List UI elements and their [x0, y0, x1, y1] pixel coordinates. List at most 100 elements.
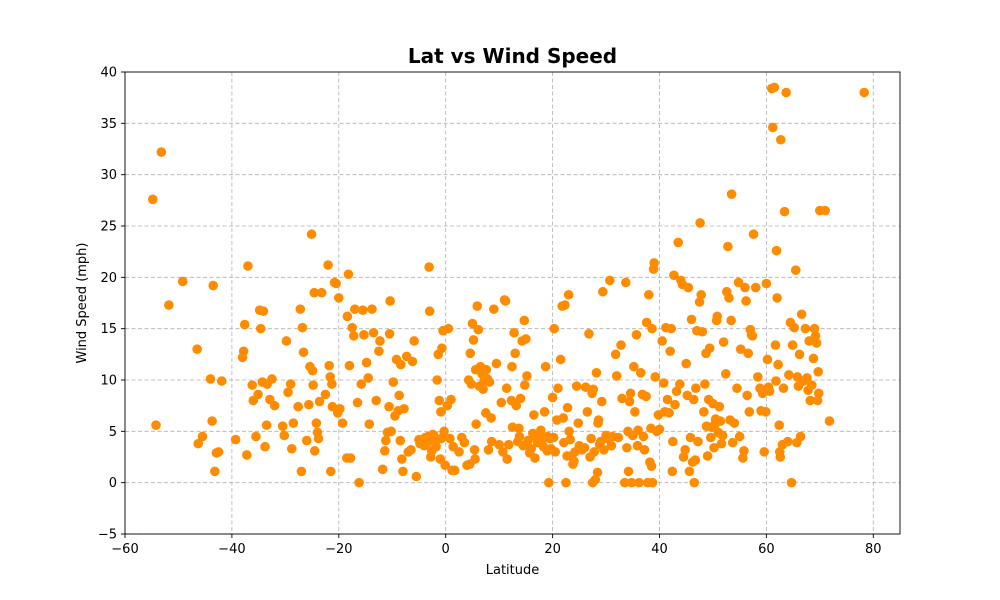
data-point [286, 443, 297, 454]
data-point [697, 326, 708, 337]
data-point [459, 437, 470, 448]
data-point [690, 455, 701, 465]
data-point [295, 304, 306, 314]
data-point [239, 319, 250, 330]
data-point [680, 445, 690, 455]
data-point [634, 477, 644, 488]
data-point [509, 327, 519, 338]
data-point [491, 358, 502, 369]
data-point [285, 379, 296, 389]
data-point [781, 87, 791, 98]
data-point [398, 466, 408, 477]
data-point [465, 348, 476, 359]
data-point [776, 134, 786, 145]
data-point [744, 407, 755, 417]
data-point [724, 293, 734, 303]
data-point [786, 477, 797, 488]
data-point [669, 270, 679, 281]
data-point [693, 436, 703, 447]
data-point [589, 447, 600, 457]
data-point [209, 466, 220, 477]
data-point [384, 329, 395, 339]
data-point [243, 261, 253, 271]
data-point [514, 431, 525, 442]
data-point [311, 418, 322, 428]
data-point [197, 431, 208, 442]
data-point [503, 439, 514, 450]
data-point [409, 336, 419, 346]
data-point [406, 445, 416, 455]
data-point [694, 297, 705, 307]
data-point [399, 403, 409, 414]
data-point [323, 260, 333, 270]
data-point [364, 419, 375, 429]
data-point [700, 379, 710, 389]
data-point [632, 440, 643, 451]
y-tick-label: 35 [100, 117, 117, 132]
data-point [662, 394, 673, 405]
data-point [356, 379, 367, 389]
data-point [496, 397, 507, 408]
data-point [666, 323, 677, 334]
data-point [657, 336, 667, 346]
y-tick-label: 10 [100, 374, 117, 389]
data-point [216, 376, 227, 386]
data-point [671, 386, 682, 397]
data-point [649, 258, 659, 268]
data-point [507, 361, 517, 372]
data-point [623, 466, 634, 477]
data-point [639, 445, 650, 455]
data-point [714, 401, 725, 412]
data-point [668, 436, 678, 447]
data-point [582, 407, 593, 417]
data-point [761, 278, 772, 289]
data-point [358, 305, 368, 315]
data-point [770, 340, 781, 350]
data-point [440, 460, 450, 471]
data-point [394, 390, 404, 401]
data-point [481, 364, 492, 375]
data-point [599, 445, 609, 455]
data-point [269, 400, 280, 411]
data-point [555, 354, 566, 365]
data-point [813, 388, 824, 399]
data-point [522, 371, 532, 381]
data-point [761, 407, 771, 417]
y-tick-label: 15 [100, 322, 117, 337]
data-point [498, 447, 508, 457]
data-point [740, 282, 750, 293]
data-point [787, 340, 798, 350]
data-point [779, 206, 790, 217]
data-point [521, 334, 531, 344]
data-point [255, 323, 266, 334]
data-point [688, 394, 699, 405]
data-point [309, 446, 320, 456]
data-point [526, 443, 537, 454]
data-point [386, 426, 396, 437]
y-tick-label: 5 [109, 425, 117, 440]
data-point [654, 424, 665, 435]
data-point [439, 426, 449, 437]
data-point [718, 337, 729, 347]
data-point [712, 311, 723, 322]
data-point [606, 440, 617, 451]
data-point [571, 381, 582, 391]
data-point [580, 382, 591, 392]
data-point [267, 374, 277, 384]
data-point [529, 410, 539, 420]
data-point [716, 438, 727, 449]
data-point [298, 347, 309, 358]
data-point [665, 346, 675, 357]
data-point [424, 262, 434, 272]
data-point [494, 439, 504, 450]
data-point [288, 418, 299, 428]
y-tick-label: −5 [98, 528, 117, 543]
data-point [784, 370, 794, 380]
data-point [820, 205, 830, 216]
data-point [242, 450, 252, 460]
y-tick-label: 0 [109, 476, 117, 491]
data-point [769, 82, 780, 93]
data-point [473, 324, 484, 335]
data-point [331, 278, 341, 289]
